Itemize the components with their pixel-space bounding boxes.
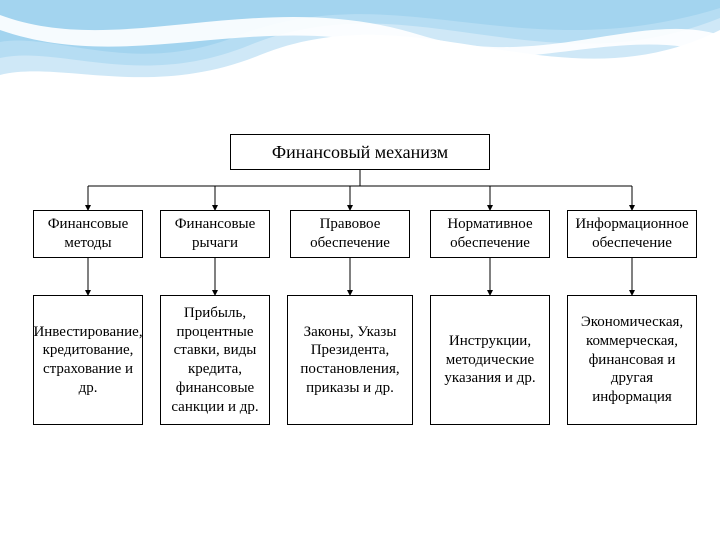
org-diagram: Финансовый механизм Финансовые методы Фи…: [0, 120, 720, 540]
mid-box-1: Финансовые рычаги: [160, 210, 270, 258]
leaf-box-4: Экономическая, коммерческая, финансовая …: [567, 295, 697, 425]
mid-box-4: Информационное обеспечение: [567, 210, 697, 258]
mid-box-0: Финансовые методы: [33, 210, 143, 258]
leaf-label: Инструкции, методические указания и др.: [435, 332, 545, 388]
leaf-box-2: Законы, Указы Президента, постановления,…: [287, 295, 413, 425]
leaf-label: Инвестирование, кредитование, страховани…: [33, 323, 142, 398]
leaf-label: Экономическая, коммерческая, финансовая …: [572, 313, 692, 407]
leaf-label: Прибыль, процентные ставки, виды кредита…: [165, 304, 265, 417]
mid-label: Информационное обеспечение: [572, 215, 692, 253]
root-label: Финансовый механизм: [272, 141, 448, 164]
mid-label: Финансовые методы: [38, 215, 138, 253]
leaf-box-0: Инвестирование, кредитование, страховани…: [33, 295, 143, 425]
mid-label: Правовое обеспечение: [295, 215, 405, 253]
mid-label: Нормативное обеспечение: [435, 215, 545, 253]
mid-label: Финансовые рычаги: [165, 215, 265, 253]
leaf-box-1: Прибыль, процентные ставки, виды кредита…: [160, 295, 270, 425]
root-box: Финансовый механизм: [230, 134, 490, 170]
mid-box-3: Нормативное обеспечение: [430, 210, 550, 258]
decorative-wave: [0, 0, 720, 120]
leaf-box-3: Инструкции, методические указания и др.: [430, 295, 550, 425]
mid-box-2: Правовое обеспечение: [290, 210, 410, 258]
leaf-label: Законы, Указы Президента, постановления,…: [292, 323, 408, 398]
